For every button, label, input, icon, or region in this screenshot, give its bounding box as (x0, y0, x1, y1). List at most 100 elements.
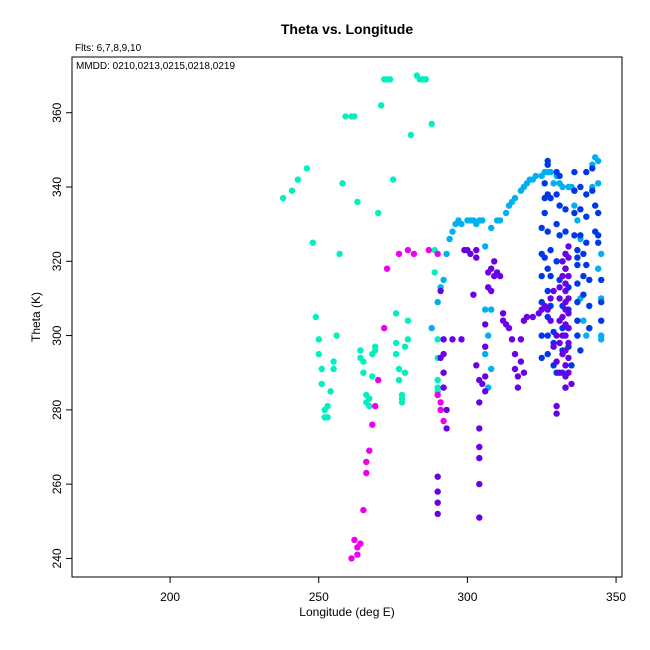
data-point (589, 165, 596, 172)
y-tick-label-320: 320 (50, 251, 64, 271)
data-point (562, 228, 569, 235)
data-point (517, 336, 525, 343)
data-point (583, 213, 590, 220)
data-point (336, 250, 343, 258)
data-point (565, 310, 572, 317)
data-point (496, 272, 504, 280)
data-point (360, 358, 367, 365)
data-point (556, 369, 563, 376)
data-point (598, 276, 605, 284)
data-point (571, 232, 578, 239)
data-point (547, 317, 554, 324)
data-point (550, 180, 557, 187)
data-point (324, 402, 331, 410)
data-point (315, 350, 322, 358)
data-point (565, 243, 572, 250)
axis-ticks: 200 250 300 350 240 260 280 300 320 340 360 (50, 102, 626, 604)
data-point (553, 191, 560, 198)
data-point (363, 458, 370, 466)
data-point (577, 347, 584, 354)
data-point (595, 239, 602, 246)
data-point (538, 332, 545, 339)
data-point (482, 343, 489, 350)
y-tick-label-340: 340 (50, 177, 64, 197)
data-point (476, 399, 483, 406)
data-point (488, 365, 495, 373)
data-point (550, 343, 557, 350)
data-point (488, 265, 495, 272)
data-point (589, 187, 596, 194)
data-point (440, 417, 447, 425)
data-point (386, 76, 394, 83)
data-point (485, 332, 492, 339)
data-point (318, 380, 325, 388)
data-point (482, 321, 489, 328)
data-point (351, 113, 358, 120)
data-point (431, 269, 438, 276)
data-point (491, 258, 498, 265)
data-point (404, 317, 412, 324)
data-point (559, 258, 566, 265)
data-point (479, 217, 486, 224)
data-point (577, 206, 584, 213)
data-point (458, 220, 465, 228)
data-point (562, 384, 569, 391)
data-point (351, 536, 358, 544)
data-point (574, 246, 581, 254)
data-point (556, 295, 563, 302)
data-point (473, 254, 480, 261)
data-point (443, 425, 450, 432)
data-point (511, 365, 519, 373)
data-point (434, 250, 441, 258)
data-point (434, 499, 441, 506)
data-point (357, 347, 364, 354)
x-tick-label-200: 200 (160, 590, 180, 604)
data-point (580, 291, 587, 298)
series-3 (538, 157, 605, 391)
data-point (392, 350, 400, 358)
data-point (562, 287, 569, 295)
data-point (395, 376, 403, 384)
data-point (309, 239, 316, 246)
data-point (592, 202, 599, 209)
data-point (440, 384, 447, 391)
data-point (401, 343, 409, 350)
data-point (553, 220, 560, 228)
data-point (544, 265, 551, 272)
data-point (366, 447, 373, 454)
data-point (294, 176, 302, 183)
data-point (440, 276, 447, 284)
data-point (407, 131, 415, 139)
data-point (372, 343, 379, 350)
data-point (443, 406, 450, 414)
data-point (574, 298, 581, 306)
data-point (580, 317, 587, 324)
data-point (375, 376, 382, 384)
data-point (571, 168, 578, 176)
data-point (360, 506, 367, 514)
data-point (502, 209, 510, 217)
data-point (369, 373, 376, 380)
data-point (595, 232, 602, 239)
data-point (288, 187, 296, 194)
data-point (520, 369, 528, 376)
data-point (392, 310, 400, 317)
data-point (330, 358, 337, 365)
data-point (598, 298, 605, 306)
y-tick-label-360: 360 (50, 102, 64, 122)
data-point (330, 365, 337, 373)
data-point (375, 209, 382, 217)
data-point (482, 243, 489, 250)
data-point (565, 272, 572, 280)
data-point (556, 339, 563, 347)
data-point (595, 180, 602, 187)
x-tick-label-300: 300 (457, 590, 477, 604)
data-point (550, 287, 557, 295)
data-point (470, 291, 477, 298)
data-point (541, 180, 548, 187)
data-point (595, 265, 602, 272)
y-tick-label-240: 240 (50, 548, 64, 568)
data-point (482, 388, 489, 395)
data-point (541, 254, 548, 261)
